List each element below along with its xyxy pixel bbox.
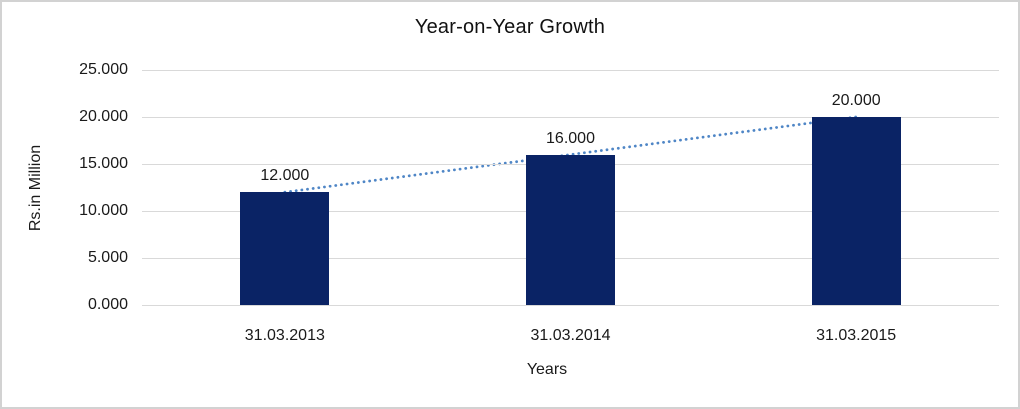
bar-31.03.2015[interactable] <box>811 117 901 305</box>
y-tick-label: 10.000 <box>79 202 128 219</box>
bar-31.03.2014[interactable] <box>526 154 615 305</box>
gridline <box>142 117 999 118</box>
y-tick-label: 25.000 <box>79 61 128 78</box>
x-category-label: 31.03.2015 <box>816 327 897 344</box>
y-tick-label: 20.000 <box>79 108 128 125</box>
plot-area: 12.000 16.000 20.000 <box>142 70 999 306</box>
x-category-label: 31.03.2014 <box>530 327 611 344</box>
bar-value-label: 12.000 <box>260 167 310 185</box>
y-axis-tick-labels: 25.000 20.000 15.000 10.000 5.000 0.000 <box>2 61 128 313</box>
x-axis-title: Years <box>526 361 568 378</box>
y-tick-label: 15.000 <box>79 155 128 172</box>
chart-title: Year-on-Year Growth <box>414 16 606 38</box>
bar-value-label: 20.000 <box>831 92 881 109</box>
y-tick-label: 0.000 <box>87 296 128 313</box>
bar-31.03.2013[interactable] <box>240 192 330 305</box>
x-category-label: 31.03.2013 <box>244 327 325 344</box>
gridline <box>142 305 999 306</box>
y-tick-label: 5.000 <box>87 249 128 266</box>
bar-value-label: 16.000 <box>546 129 595 147</box>
gridline <box>142 70 999 71</box>
